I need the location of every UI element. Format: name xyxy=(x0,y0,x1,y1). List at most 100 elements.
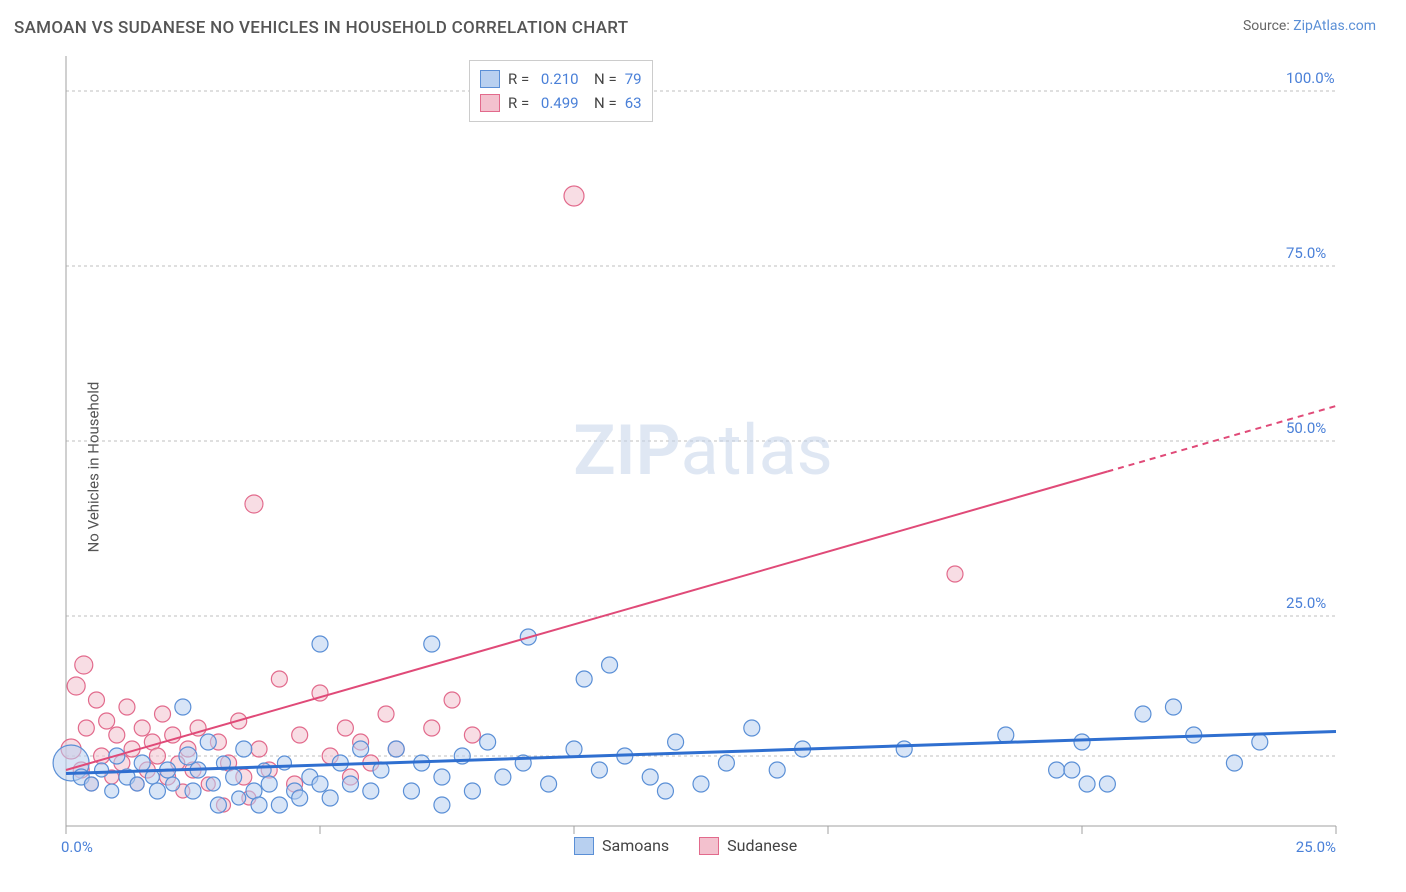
data-point xyxy=(166,777,180,791)
data-point xyxy=(292,790,308,806)
data-point xyxy=(424,636,440,652)
data-point xyxy=(251,741,267,757)
chart-header: SAMOAN VS SUDANESE NO VEHICLES IN HOUSEH… xyxy=(0,0,1406,48)
data-point xyxy=(149,748,165,764)
stat-r-label: R = xyxy=(508,70,533,88)
data-point xyxy=(155,706,171,722)
data-point xyxy=(896,741,912,757)
data-point xyxy=(271,797,287,813)
y-tick-label: 100.0% xyxy=(1286,69,1335,87)
data-point xyxy=(206,777,220,791)
data-point xyxy=(403,783,419,799)
data-point xyxy=(312,636,328,652)
data-point xyxy=(566,741,582,757)
data-point xyxy=(1064,762,1080,778)
data-point xyxy=(434,769,450,785)
data-point xyxy=(105,784,119,798)
data-point xyxy=(179,747,197,765)
data-point xyxy=(464,783,480,799)
legend-swatch xyxy=(480,70,500,88)
data-point xyxy=(1252,734,1268,750)
data-point xyxy=(119,699,135,715)
data-point xyxy=(464,727,480,743)
stats-row: R = 0.499 N = 63 xyxy=(480,91,642,115)
chart-title: SAMOAN VS SUDANESE NO VEHICLES IN HOUSEH… xyxy=(14,18,628,38)
trendline-dash xyxy=(1107,406,1336,472)
stat-n-value: 79 xyxy=(625,70,642,88)
legend-label: Sudanese xyxy=(727,836,797,855)
data-point xyxy=(576,671,592,687)
stat-n-label: N = xyxy=(587,94,617,112)
data-point xyxy=(149,783,165,799)
stat-r-value: 0.210 xyxy=(541,70,579,88)
stat-r-value: 0.499 xyxy=(541,94,579,112)
stat-n-label: N = xyxy=(587,70,617,88)
data-point xyxy=(769,762,785,778)
data-point xyxy=(261,776,277,792)
data-point xyxy=(388,741,404,757)
stats-legend: R = 0.210 N = 79R = 0.499 N = 63 xyxy=(469,60,653,122)
y-tick-label: 50.0% xyxy=(1286,419,1326,437)
data-point xyxy=(134,720,150,736)
scatter-chart: 25.0% 50.0% 75.0% 100.0% 0.0% 25.0% xyxy=(14,56,1386,876)
data-point xyxy=(200,734,216,750)
legend-swatch xyxy=(574,837,594,855)
y-axis-label: No Vehicles in Household xyxy=(84,382,102,553)
data-point xyxy=(312,776,328,792)
data-point xyxy=(564,186,584,206)
data-point xyxy=(998,727,1014,743)
data-point xyxy=(292,727,308,743)
trendline xyxy=(66,472,1107,770)
data-point xyxy=(84,777,98,791)
data-point xyxy=(175,699,191,715)
data-point xyxy=(245,495,263,513)
stats-row: R = 0.210 N = 79 xyxy=(480,67,642,91)
data-point xyxy=(232,791,246,805)
legend-item: Samoans xyxy=(574,836,669,855)
data-point xyxy=(1099,776,1115,792)
data-point xyxy=(95,763,109,777)
data-point xyxy=(744,720,760,736)
data-point xyxy=(434,797,450,813)
data-point xyxy=(210,797,226,813)
data-point xyxy=(236,741,252,757)
legend-swatch xyxy=(480,94,500,112)
data-point xyxy=(1165,699,1181,715)
data-point xyxy=(378,706,394,722)
data-point xyxy=(657,783,673,799)
y-tick-label: 75.0% xyxy=(1286,244,1326,262)
data-point xyxy=(271,671,287,687)
data-point xyxy=(668,734,684,750)
data-point xyxy=(251,797,267,813)
data-point xyxy=(480,734,496,750)
y-tick-label: 25.0% xyxy=(1286,594,1326,612)
data-point xyxy=(88,692,104,708)
data-point xyxy=(353,741,369,757)
data-point xyxy=(134,755,150,771)
data-point xyxy=(495,769,511,785)
data-point xyxy=(257,763,271,777)
data-point xyxy=(693,776,709,792)
data-point xyxy=(1074,734,1090,750)
legend-label: Samoans xyxy=(602,836,669,855)
data-point xyxy=(602,657,618,673)
stat-n-value: 63 xyxy=(625,94,642,112)
data-point xyxy=(109,727,125,743)
data-point xyxy=(337,720,353,736)
x-tick-label: 0.0% xyxy=(61,838,93,856)
data-point xyxy=(1079,776,1095,792)
legend-item: Sudanese xyxy=(699,836,797,855)
source-link[interactable]: ZipAtlas.com xyxy=(1293,18,1376,34)
data-point xyxy=(67,677,85,695)
data-point xyxy=(541,776,557,792)
x-tick-label: 25.0% xyxy=(1296,838,1336,856)
legend-swatch xyxy=(699,837,719,855)
data-point xyxy=(322,790,338,806)
data-point xyxy=(1049,762,1065,778)
data-point xyxy=(78,720,94,736)
series-legend: Samoans Sudanese xyxy=(574,836,797,855)
data-point xyxy=(642,769,658,785)
data-point xyxy=(342,776,358,792)
source-label: Source: ZipAtlas.com xyxy=(1243,18,1376,34)
data-point xyxy=(718,755,734,771)
